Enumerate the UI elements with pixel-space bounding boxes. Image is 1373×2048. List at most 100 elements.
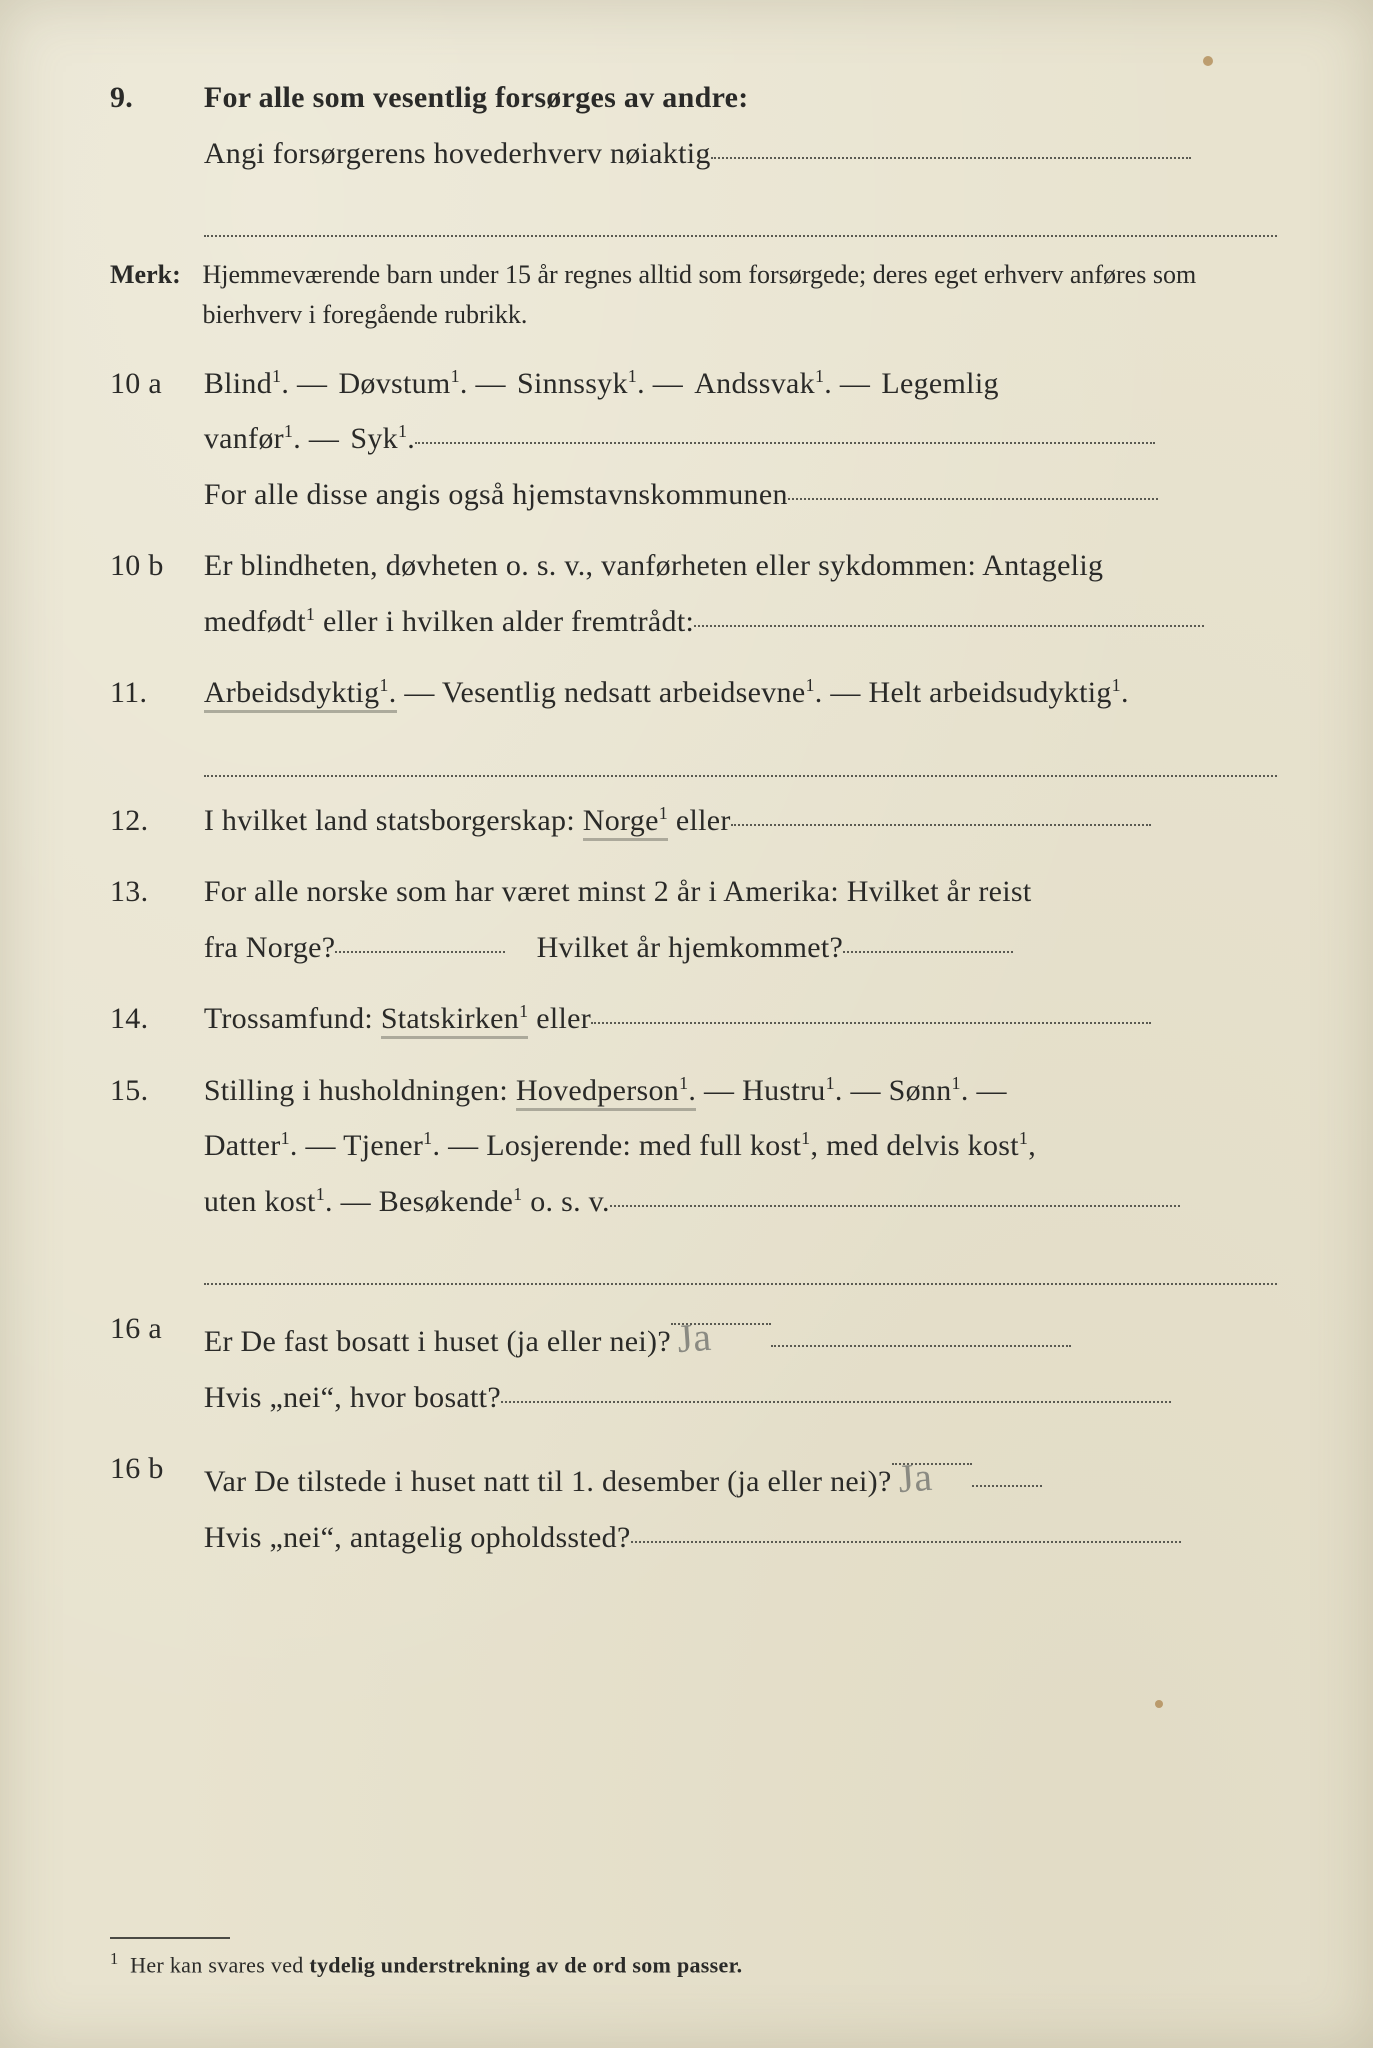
- q13-fill-line-2[interactable]: [843, 925, 1013, 953]
- q10a-fill-line-2[interactable]: [788, 472, 1158, 500]
- question-16b: 16 b Var De tilstede i huset natt til 1.…: [110, 1441, 1283, 1565]
- q9-fill-line-2[interactable]: [204, 199, 1277, 237]
- q16b-fill-line-2[interactable]: [631, 1515, 1181, 1543]
- q14-body: Trossamfund: Statskirken1 eller: [204, 991, 1277, 1047]
- footnote-text: 1 Her kan svares ved tydelig understrekn…: [110, 1949, 1283, 1978]
- q12-fill-line[interactable]: [731, 798, 1151, 826]
- q10b-medfodt[interactable]: medfødt1: [204, 605, 315, 638]
- q10b-line2-rest: eller i hvilken alder fremtrådt:: [315, 605, 694, 638]
- question-13: 13. For alle norske som har været minst …: [110, 864, 1283, 975]
- q15-number: 15.: [110, 1063, 196, 1119]
- q13-line2a: fra Norge?: [204, 931, 336, 964]
- question-14: 14. Trossamfund: Statskirken1 eller: [110, 991, 1283, 1047]
- q16b-body: Var De tilstede i huset natt til 1. dese…: [204, 1441, 1277, 1565]
- q10b-number: 10 b: [110, 538, 196, 594]
- q10a-body: Blind1. — Døvstum1. — Sinnssyk1. — Andss…: [204, 356, 1277, 523]
- q10a-blind[interactable]: Blind1.: [204, 367, 289, 400]
- q10a-number: 10 a: [110, 356, 196, 412]
- q11-body: Arbeidsdyktig1. — Vesentlig nedsatt arbe…: [204, 665, 1277, 777]
- q11-number: 11.: [110, 665, 196, 721]
- dash: —: [404, 676, 442, 709]
- q14-number: 14.: [110, 991, 196, 1047]
- q15-hovedperson[interactable]: Hovedperson1.: [516, 1074, 696, 1111]
- q10b-body: Er blindheten, døvheten o. s. v., vanfør…: [204, 538, 1277, 649]
- dash: —: [653, 367, 695, 400]
- paper-spot: [1203, 56, 1213, 66]
- q10a-dovstum[interactable]: Døvstum1.: [338, 367, 467, 400]
- q15-sonn[interactable]: Sønn1.: [889, 1074, 969, 1107]
- dash: —: [851, 1074, 889, 1107]
- q13-line2b: Hvilket år hjemkommet?: [537, 931, 844, 964]
- q12-eller: eller: [668, 804, 731, 837]
- q16a-number: 16 a: [110, 1301, 196, 1357]
- q12-body: I hvilket land statsborgerskap: Norge1 e…: [204, 793, 1277, 849]
- q9-body: For alle som vesentlig forsørges av andr…: [204, 70, 1277, 237]
- q14-fill-line[interactable]: [591, 997, 1151, 1025]
- q16a-fill-line[interactable]: [771, 1320, 1071, 1348]
- census-form-page: 9. For alle som vesentlig forsørges av a…: [0, 0, 1373, 2048]
- q10a-legemlig: Legemlig: [881, 367, 998, 400]
- q15-osv: o. s. v.: [522, 1185, 609, 1218]
- q16b-line1: Var De tilstede i huset natt til 1. dese…: [204, 1465, 892, 1498]
- q14-statskirken[interactable]: Statskirken1: [381, 1002, 529, 1039]
- q15-body: Stilling i husholdningen: Hovedperson1. …: [204, 1063, 1277, 1286]
- merk-text: Hjemmeværende barn under 15 år regnes al…: [203, 255, 1276, 336]
- q10b-fill-line[interactable]: [694, 599, 1204, 627]
- q15-delvis[interactable]: , med delvis kost1,: [810, 1129, 1036, 1162]
- q15-tjener[interactable]: Tjener1.: [343, 1129, 440, 1162]
- q13-line1: For alle norske som har været minst 2 år…: [204, 875, 1032, 908]
- q15-losjerende-full[interactable]: Losjerende: med full kost1: [486, 1129, 810, 1162]
- q10a-andssvak[interactable]: Andssvak1.: [694, 367, 832, 400]
- q16a-line2: Hvis „nei“, hvor bosatt?: [204, 1381, 501, 1414]
- footnote-text-b: tydelig understrekning av de ord som pas…: [309, 1952, 742, 1977]
- q11-fill-line[interactable]: [204, 739, 1277, 777]
- q16b-line2: Hvis „nei“, antagelig opholdssted?: [204, 1521, 631, 1554]
- q15-fill-line[interactable]: [610, 1179, 1180, 1207]
- q11-udyktig[interactable]: Helt arbeidsudyktig1.: [869, 676, 1129, 709]
- question-15: 15. Stilling i husholdningen: Hovedperso…: [110, 1063, 1283, 1286]
- q13-fill-line-1[interactable]: [335, 925, 505, 953]
- dash: —: [341, 1185, 379, 1218]
- q15-hustru[interactable]: Hustru1.: [742, 1074, 843, 1107]
- q15-datter[interactable]: Datter1.: [204, 1129, 298, 1162]
- q11-arbeidsdyktig[interactable]: Arbeidsdyktig1.: [204, 676, 397, 713]
- q10a-sinnssyk[interactable]: Sinnssyk1.: [517, 367, 645, 400]
- q9-line2: Angi forsørgerens hovederhverv nøiaktig: [204, 137, 711, 170]
- paper-spot: [1155, 1700, 1163, 1708]
- q14-eller: eller: [528, 1002, 591, 1035]
- dash: —: [840, 367, 882, 400]
- q15-prefix: Stilling i husholdningen:: [204, 1074, 516, 1107]
- q16b-handwritten-answer: Ja: [889, 1440, 940, 1517]
- q16b-fill-tail[interactable]: [972, 1460, 1042, 1488]
- footnote-block: 1 Her kan svares ved tydelig understrekn…: [110, 1857, 1283, 1978]
- question-9: 9. For alle som vesentlig forsørges av a…: [110, 70, 1283, 237]
- q16a-handwritten-answer: Ja: [669, 1300, 720, 1377]
- q9-heading: For alle som vesentlig forsørges av andr…: [204, 81, 749, 114]
- note-merk: Merk: Hjemmeværende barn under 15 år reg…: [110, 255, 1283, 336]
- dash: —: [976, 1074, 1006, 1107]
- q10a-fill-line[interactable]: [415, 417, 1155, 445]
- q16a-fill-line-2[interactable]: [501, 1375, 1171, 1403]
- dash: —: [309, 422, 351, 455]
- q12-norge[interactable]: Norge1: [583, 804, 668, 841]
- q16a-body: Er De fast bosatt i huset (ja eller nei)…: [204, 1301, 1277, 1425]
- q15-fill-line-2[interactable]: [204, 1247, 1277, 1285]
- question-10b: 10 b Er blindheten, døvheten o. s. v., v…: [110, 538, 1283, 649]
- q9-fill-line[interactable]: [711, 131, 1191, 159]
- dash: —: [297, 367, 339, 400]
- q13-body: For alle norske som har været minst 2 år…: [204, 864, 1277, 975]
- q12-number: 12.: [110, 793, 196, 849]
- q16b-answer-line[interactable]: Ja: [892, 1437, 972, 1465]
- q13-number: 13.: [110, 864, 196, 920]
- merk-label: Merk:: [110, 255, 196, 295]
- q16a-answer-line[interactable]: Ja: [671, 1297, 771, 1325]
- question-12: 12. I hvilket land statsborgerskap: Norg…: [110, 793, 1283, 849]
- footnote-marker: 1: [110, 1949, 119, 1968]
- q15-uten[interactable]: uten kost1.: [204, 1185, 333, 1218]
- q10b-line1: Er blindheten, døvheten o. s. v., vanfør…: [204, 549, 1103, 582]
- q10a-vanfor[interactable]: vanfør1.: [204, 422, 301, 455]
- q16a-line1: Er De fast bosatt i huset (ja eller nei)…: [204, 1325, 671, 1358]
- q15-besokende[interactable]: Besøkende1: [379, 1185, 523, 1218]
- q11-nedsatt[interactable]: Vesentlig nedsatt arbeidsevne1.: [442, 676, 823, 709]
- q10a-syk[interactable]: Syk1.: [350, 422, 415, 455]
